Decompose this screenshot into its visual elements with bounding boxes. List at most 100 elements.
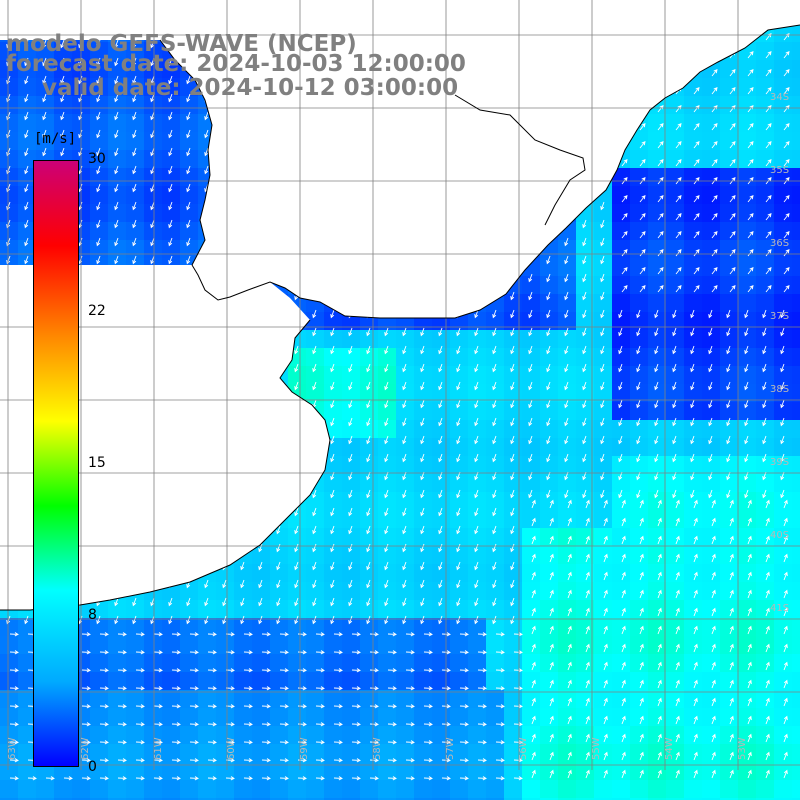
wind-arrow xyxy=(330,345,335,355)
wind-cell xyxy=(738,330,757,349)
wind-cell xyxy=(540,456,559,475)
wind-cell xyxy=(756,546,775,565)
wind-cell xyxy=(738,510,757,529)
wind-cell xyxy=(792,330,800,349)
wind-arrow xyxy=(711,194,718,203)
wind-cell xyxy=(594,330,613,349)
wind-arrow xyxy=(423,686,433,691)
wind-arrow xyxy=(240,579,245,589)
wind-arrow xyxy=(711,140,718,149)
wind-cell xyxy=(684,492,703,511)
wind-cell xyxy=(504,618,523,637)
wind-cell xyxy=(18,204,37,223)
wind-arrow xyxy=(600,273,605,283)
wind-cell xyxy=(558,492,577,511)
wind-arrow xyxy=(582,453,587,463)
wind-cell xyxy=(468,492,487,511)
wind-arrow xyxy=(729,499,734,509)
wind-arrow xyxy=(708,327,713,337)
wind-arrow xyxy=(42,39,47,49)
wind-arrow xyxy=(693,266,700,275)
wind-arrow xyxy=(114,165,119,175)
wind-arrow xyxy=(729,517,734,527)
wind-cell xyxy=(306,330,325,349)
wind-arrow xyxy=(567,661,572,671)
wind-arrow xyxy=(585,751,590,761)
wind-arrow xyxy=(657,535,662,545)
wind-cell xyxy=(144,42,163,61)
wind-cell xyxy=(702,672,721,691)
wind-cell xyxy=(522,348,541,367)
wind-cell xyxy=(108,798,127,800)
wind-arrow xyxy=(531,517,536,527)
wind-arrow xyxy=(387,776,397,781)
wind-arrow xyxy=(549,679,554,689)
wind-arrow xyxy=(81,704,91,709)
wind-cell xyxy=(162,114,181,133)
wind-cell xyxy=(756,384,775,403)
wind-arrow xyxy=(657,607,662,617)
wind-arrow xyxy=(708,345,713,355)
wind-arrow xyxy=(243,650,253,655)
wind-arrow xyxy=(603,661,608,671)
wind-arrow xyxy=(693,571,698,581)
wind-cell xyxy=(522,312,541,331)
wind-cell xyxy=(414,726,433,745)
wind-cell xyxy=(792,582,800,601)
wind-cell xyxy=(54,96,73,115)
wind-cell xyxy=(774,672,793,691)
wind-cell xyxy=(576,690,595,709)
wind-cell xyxy=(270,600,289,619)
wind-cell xyxy=(540,510,559,529)
wind-cell xyxy=(774,510,793,529)
wind-cell xyxy=(738,384,757,403)
wind-arrow xyxy=(96,165,101,175)
wind-cell xyxy=(648,168,667,187)
wind-arrow xyxy=(585,607,590,617)
wind-cell xyxy=(774,726,793,745)
wind-cell xyxy=(288,600,307,619)
wind-cell xyxy=(162,726,181,745)
wind-cell xyxy=(576,582,595,601)
wind-arrow xyxy=(459,632,469,637)
wind-arrow xyxy=(384,363,389,373)
wind-cell xyxy=(666,546,685,565)
wind-cell xyxy=(738,618,757,637)
wind-arrow xyxy=(765,517,770,527)
wind-cell xyxy=(720,312,739,331)
wind-arrow xyxy=(492,381,497,391)
wind-cell xyxy=(216,762,235,781)
wind-cell xyxy=(234,654,253,673)
wind-cell xyxy=(558,276,577,295)
wind-cell xyxy=(594,762,613,781)
wind-arrow xyxy=(675,769,680,779)
wind-arrow xyxy=(366,345,371,355)
wind-arrow xyxy=(420,507,425,517)
wind-cell xyxy=(378,366,397,385)
wind-arrow xyxy=(312,345,317,355)
wind-cell xyxy=(378,492,397,511)
wind-arrow xyxy=(186,615,191,625)
wind-cell xyxy=(468,366,487,385)
wind-cell xyxy=(648,582,667,601)
wind-cell xyxy=(324,546,343,565)
wind-cell xyxy=(756,204,775,223)
wind-arrow xyxy=(549,535,554,545)
wind-arrow xyxy=(474,543,479,553)
wind-arrow xyxy=(585,535,590,545)
wind-arrow xyxy=(348,525,353,535)
wind-arrow xyxy=(438,363,443,373)
wind-arrow xyxy=(99,632,109,637)
wind-arrow xyxy=(405,686,415,691)
wind-arrow xyxy=(582,273,587,283)
wind-arrow xyxy=(603,499,608,509)
wind-cell xyxy=(648,366,667,385)
wind-arrow xyxy=(600,345,605,355)
wind-cell xyxy=(180,186,199,205)
wind-arrow xyxy=(567,751,572,761)
wind-arrow xyxy=(600,327,605,337)
wind-cell xyxy=(396,726,415,745)
wind-arrow xyxy=(459,758,469,763)
wind-cell xyxy=(396,744,415,763)
wind-arrow xyxy=(780,453,785,463)
